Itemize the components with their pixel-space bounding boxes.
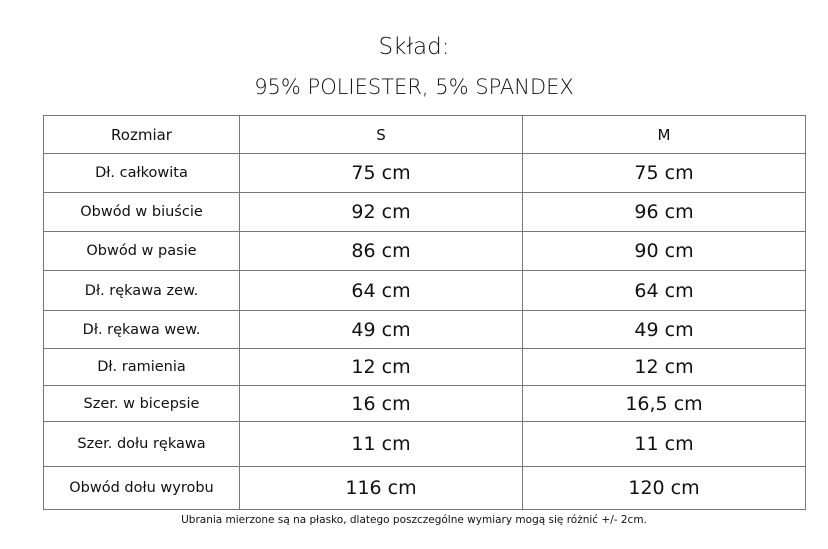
- measurement-label: Dł. całkowita: [43, 153, 240, 193]
- table-row: Dł. rękawa wew. 49 cm 49 cm: [43, 310, 806, 349]
- measurement-label: Dł. rękawa zew.: [43, 270, 240, 311]
- measurement-value: 11 cm: [239, 421, 523, 467]
- measurement-value: 64 cm: [522, 270, 806, 311]
- measurement-value: 12 cm: [239, 348, 523, 386]
- column-header: S: [239, 115, 523, 154]
- measurement-value: 120 cm: [522, 466, 806, 510]
- table-row: Dł. całkowita 75 cm 75 cm: [43, 153, 806, 193]
- measurement-value: 16,5 cm: [522, 385, 806, 422]
- measurement-label: Obwód w pasie: [43, 231, 240, 271]
- table-row: Dł. ramienia 12 cm 12 cm: [43, 348, 806, 386]
- measurement-label: Obwód dołu wyrobu: [43, 466, 240, 510]
- measurement-value: 75 cm: [522, 153, 806, 193]
- table-row: Obwód w biuście 92 cm 96 cm: [43, 192, 806, 232]
- measurement-value: 116 cm: [239, 466, 523, 510]
- measurement-label: Szer. w bicepsie: [43, 385, 240, 422]
- measurement-value: 49 cm: [522, 310, 806, 349]
- header-row: Rozmiar S M: [43, 115, 806, 154]
- measurement-value: 75 cm: [239, 153, 523, 193]
- composition: 95% POLIESTER, 5% SPANDEX: [254, 75, 574, 99]
- table-row: Szer. w bicepsie 16 cm 16,5 cm: [43, 385, 806, 422]
- title: Skład:: [378, 34, 450, 60]
- table-row: Dł. rękawa zew. 64 cm 64 cm: [43, 270, 806, 311]
- measurement-value: 90 cm: [522, 231, 806, 271]
- measurement-label: Obwód w biuście: [43, 192, 240, 232]
- measurement-value: 49 cm: [239, 310, 523, 349]
- measurement-label: Dł. ramienia: [43, 348, 240, 386]
- measurement-value: 16 cm: [239, 385, 523, 422]
- size-table: Rozmiar S M Dł. całkowita 75 cm 75 cm Obwód w …: [43, 115, 806, 510]
- footnote: Ubrania mierzone są na płasko, dlatego p…: [181, 514, 647, 526]
- table-row: Szer. dołu rękawa 11 cm 11 cm: [43, 421, 806, 467]
- column-header: Rozmiar: [43, 115, 240, 154]
- measurement-value: 96 cm: [522, 192, 806, 232]
- column-header: M: [522, 115, 806, 154]
- table-row: Obwód dołu wyrobu 116 cm 120 cm: [43, 466, 806, 510]
- measurement-value: 92 cm: [239, 192, 523, 232]
- measurement-label: Dł. rękawa wew.: [43, 310, 240, 349]
- measurement-label: Szer. dołu rękawa: [43, 421, 240, 467]
- measurement-value: 12 cm: [522, 348, 806, 386]
- measurement-value: 11 cm: [522, 421, 806, 467]
- measurement-value: 86 cm: [239, 231, 523, 271]
- table-row: Obwód w pasie 86 cm 90 cm: [43, 231, 806, 271]
- measurement-value: 64 cm: [239, 270, 523, 311]
